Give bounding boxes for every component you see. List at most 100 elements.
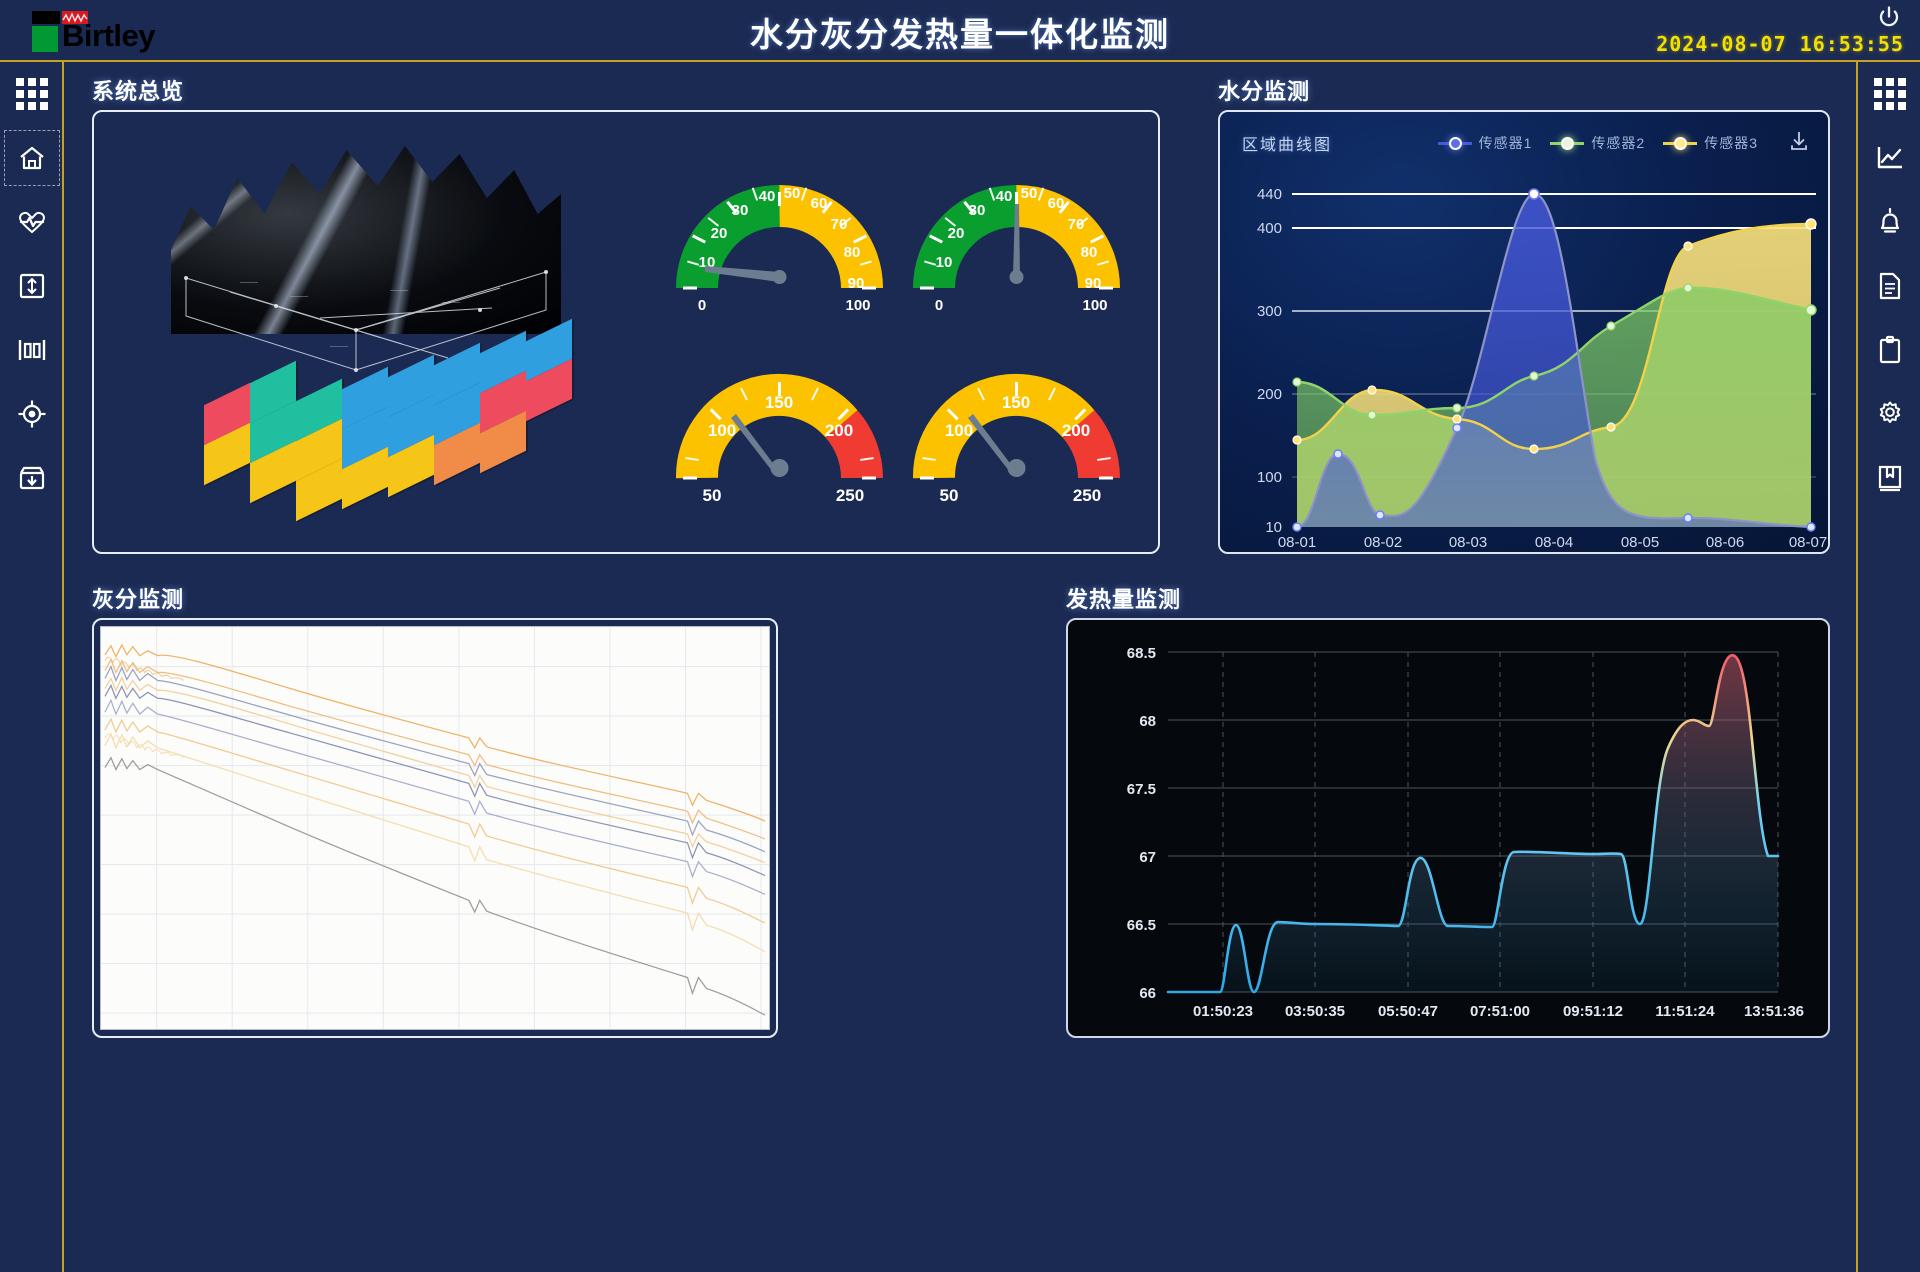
svg-text:90: 90 [1085, 275, 1102, 292]
moisture-panel: 区域曲线图 传感器1 传感器2 [1218, 110, 1830, 554]
sidebar-item-download-box[interactable] [0, 446, 64, 510]
svg-text:08-04: 08-04 [1535, 534, 1573, 551]
panel-title-ash: 灰分监测 [92, 587, 185, 612]
svg-text:50: 50 [1021, 185, 1038, 202]
svg-text:80: 80 [1081, 244, 1098, 261]
page-title: 水分灰分发热量一体化监测 [750, 16, 1170, 53]
download-box-icon [17, 464, 47, 492]
svg-text:67.5: 67.5 [1127, 781, 1156, 798]
panel-title-calorific: 发热量监测 [1066, 587, 1182, 612]
svg-text:10: 10 [1265, 519, 1282, 536]
gauge-cluster: 0 10 20 30 40 50 60 70 80 90 100 [664, 138, 1134, 528]
sidebar-item-clipboard[interactable] [1858, 318, 1920, 382]
legend-label: 传感器3 [1704, 135, 1758, 151]
svg-text:08-01: 08-01 [1278, 534, 1316, 551]
legend-dot [1674, 136, 1688, 150]
svg-text:03:50:35: 03:50:35 [1285, 1003, 1345, 1020]
legend-item-sensor3[interactable]: 传感器3 [1663, 133, 1758, 153]
svg-text:68.5: 68.5 [1127, 645, 1156, 662]
svg-text:10: 10 [936, 254, 953, 271]
panel-title-moisture: 水分监测 [1218, 79, 1311, 104]
svg-text:11:51:24: 11:51:24 [1655, 1003, 1715, 1020]
svg-text:440: 440 [1257, 186, 1282, 203]
bell-icon [1876, 207, 1904, 237]
svg-text:150: 150 [1002, 393, 1030, 412]
legend-item-sensor2[interactable]: 传感器2 [1550, 133, 1645, 153]
gauge-bottom-left: 50 100 150 200 250 [672, 328, 887, 508]
sidebar-item-heartbeat[interactable] [0, 190, 64, 254]
header-divider [0, 60, 1920, 62]
panel-title-overview: 系统总览 [92, 79, 185, 104]
coal-pile-surface [171, 146, 561, 334]
sidebar-item-vertical-resize[interactable] [0, 254, 64, 318]
series-points-sensor3 [1292, 218, 1817, 454]
sidebar-item-bell[interactable] [1858, 190, 1920, 254]
coal-pile-3d-visualization: ——— ——— ——— ——— ——— [116, 124, 636, 544]
calorific-line [1166, 653, 1780, 994]
sidebar-item-bookmark-book[interactable] [1858, 446, 1920, 510]
svg-text:30: 30 [969, 202, 986, 219]
download-icon[interactable] [1788, 130, 1810, 157]
gauge-bottom-right: 50 100 150 200 250 [909, 328, 1124, 508]
document-icon [1877, 271, 1903, 301]
app-header: Birtley 水分灰分发热量一体化监测 2024-08-07 16:53:55 [0, 0, 1920, 62]
svg-text:08-07: 08-07 [1789, 534, 1827, 551]
svg-text:13:51:36: 13:51:36 [1744, 1003, 1804, 1020]
series-area-sensor1 [1297, 193, 1811, 527]
series-line-sensor1 [1296, 192, 1812, 529]
moisture-legend: 传感器1 传感器2 传感器3 [1437, 130, 1810, 157]
sidebar-item-target[interactable] [0, 382, 64, 446]
sidebar-item-gear[interactable] [1858, 382, 1920, 446]
bar-chart-icon [17, 336, 47, 364]
svg-text:80: 80 [844, 244, 861, 261]
sidebar-item-line-chart[interactable] [1858, 126, 1920, 190]
sidebar-item-bar-chart[interactable] [0, 318, 64, 382]
svg-text:300: 300 [1257, 303, 1282, 320]
logo-black-block [32, 11, 60, 24]
calorific-panel: 68.5 68 67.5 67 66.5 66 01:50:23 03:50:3… [1066, 618, 1830, 1038]
svg-text:01:50:23: 01:50:23 [1193, 1003, 1253, 1020]
legend-item-sensor1[interactable]: 传感器1 [1437, 133, 1533, 153]
ash-spectrum-noise [104, 656, 184, 758]
svg-text:0: 0 [935, 297, 943, 314]
brand-name: Birtley [62, 18, 155, 53]
sidebar-item-document[interactable] [1858, 254, 1920, 318]
sidebar-item-home[interactable] [0, 126, 64, 190]
legend-dot [1448, 136, 1462, 150]
legend-swatch [1550, 136, 1585, 150]
sidebar-item-apps-grid[interactable] [0, 62, 64, 126]
power-icon[interactable] [1876, 4, 1902, 30]
target-icon [17, 399, 47, 429]
sidebar-item-apps-grid-right[interactable] [1858, 62, 1920, 126]
calorific-area-fill [1168, 655, 1778, 992]
vertical-resize-icon [18, 272, 46, 300]
legend-label: 传感器2 [1591, 135, 1646, 151]
svg-text:100: 100 [945, 421, 973, 440]
brand-logo: Birtley [24, 6, 164, 52]
svg-text:100: 100 [1257, 469, 1282, 486]
moisture-chart-header: 区域曲线图 传感器1 传感器2 [1242, 126, 1810, 160]
svg-text:70: 70 [831, 216, 848, 233]
overview-panel: ——— ——— ——— ——— ——— [92, 110, 1160, 554]
legend-swatch [1437, 136, 1472, 150]
svg-text:250: 250 [1073, 486, 1101, 505]
svg-text:200: 200 [1257, 386, 1282, 403]
bookmark-book-icon [1876, 463, 1904, 493]
calorific-x-axis-labels: 01:50:23 03:50:35 05:50:47 07:51:00 09:5… [1193, 1003, 1804, 1020]
series-points-sensor2 [1292, 283, 1817, 420]
moisture-chart-label: 区域曲线图 [1242, 137, 1333, 154]
ash-panel [92, 618, 778, 1038]
logo-green-block [32, 26, 58, 52]
moisture-y-axis-labels: 440 400 300 200 100 10 [1257, 186, 1282, 536]
moisture-x-axis-labels: 08-01 08-02 08-03 08-04 08-05 08-06 08-0… [1278, 534, 1827, 551]
datetime-display: 2024-08-07 16:53:55 [1656, 32, 1904, 56]
moisture-area-chart: 440 400 300 200 100 10 08-01 08-02 08-03… [1257, 186, 1827, 551]
svg-text:100: 100 [845, 297, 870, 314]
svg-text:08-03: 08-03 [1449, 534, 1487, 551]
svg-text:08-06: 08-06 [1706, 534, 1744, 551]
3d-block-stack [176, 318, 576, 539]
logo-red-waveform-block [62, 11, 88, 24]
right-sidebar [1856, 62, 1920, 1272]
svg-text:40: 40 [996, 188, 1013, 205]
svg-text:20: 20 [948, 225, 965, 242]
